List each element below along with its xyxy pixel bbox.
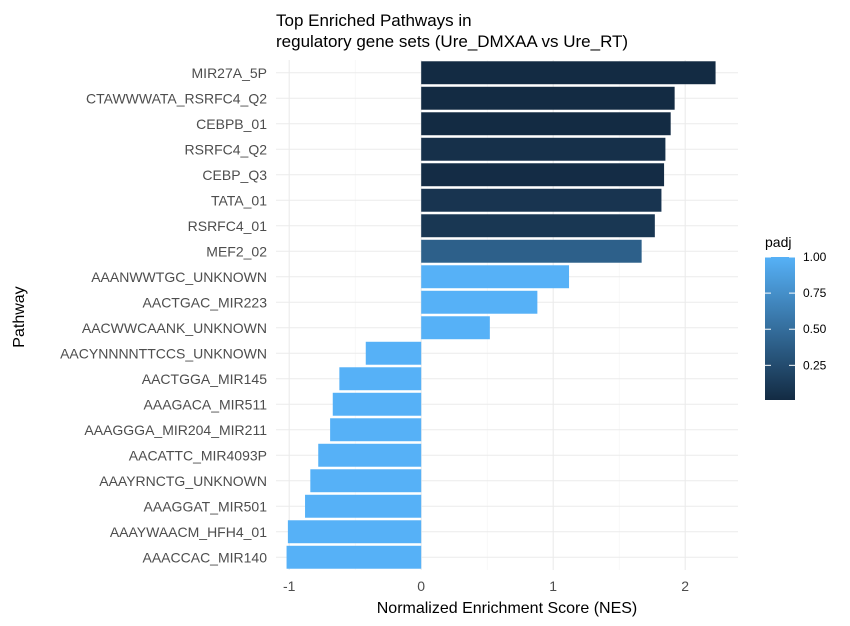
legend-tick-label: 0.75: [803, 286, 827, 300]
y-tick-label: RSRFC4_01: [188, 218, 268, 234]
y-tick-label: AACTGGA_MIR145: [142, 371, 267, 387]
bar: [421, 86, 675, 110]
bar: [365, 341, 422, 365]
y-tick-label: MIR27A_5P: [192, 65, 267, 81]
y-tick-label: AACYNNNNTTCCS_UNKNOWN: [60, 345, 267, 361]
bar: [305, 494, 422, 518]
gridlines: [276, 60, 738, 570]
y-tick-label: MEF2_02: [206, 243, 267, 259]
x-tick-label: 2: [681, 578, 689, 594]
y-tick-label: AAAGGGA_MIR204_MIR211: [84, 422, 267, 438]
y-tick-label: AAAGGAT_MIR501: [144, 498, 268, 514]
y-tick-label: AACTGAC_MIR223: [143, 294, 268, 310]
y-tick-label: AACATTC_MIR4093P: [129, 447, 267, 463]
legend-title: padj: [765, 234, 791, 250]
y-tick-label: AAAYRNCTG_UNKNOWN: [99, 473, 267, 489]
legend: padj 1.00 0.75 0.50 0.25: [765, 234, 827, 400]
y-tick-label: CTAWWWATA_RSRFC4_Q2: [86, 90, 267, 106]
y-tick-label: AAANWWTGC_UNKNOWN: [91, 269, 267, 285]
bar: [330, 418, 422, 442]
bar: [421, 137, 666, 161]
y-tick-label: CEBPB_01: [196, 116, 267, 132]
y-tick-label: AAAGACA_MIR511: [144, 396, 268, 412]
x-tick-label: 1: [549, 578, 557, 594]
bar: [421, 316, 490, 340]
legend-tick-label: 0.25: [803, 358, 827, 372]
y-tick-label: RSRFC4_Q2: [185, 141, 268, 157]
bar: [421, 239, 642, 263]
bar: [318, 443, 422, 467]
x-tick-labels: -1 0 1 2: [283, 578, 689, 594]
y-tick-labels: MIR27A_5P CTAWWWATA_RSRFC4_Q2 CEBPB_01 RSRF…: [60, 65, 267, 566]
bar: [310, 469, 422, 493]
bar: [421, 61, 716, 85]
bar: [421, 163, 665, 187]
bar: [421, 290, 538, 314]
x-tick-label: -1: [283, 578, 296, 594]
x-axis-title: Normalized Enrichment Score (NES): [377, 600, 638, 617]
bar: [339, 367, 422, 391]
x-tick-label: 0: [417, 578, 425, 594]
bars: [286, 61, 716, 569]
y-tick-label: CEBP_Q3: [202, 167, 267, 183]
chart-title: Top Enriched Pathways in regulatory gene…: [276, 11, 628, 51]
bar: [287, 520, 422, 544]
chart-title-line-1: Top Enriched Pathways in: [276, 11, 472, 30]
chart-title-line-2: regulatory gene sets (Ure_DMXAA vs Ure_R…: [276, 32, 628, 51]
y-tick-label: AAAYWAACM_HFH4_01: [110, 524, 267, 540]
y-tick-label: AACWWCAANK_UNKNOWN: [82, 320, 267, 336]
bar: [421, 214, 655, 238]
y-axis-title: Pathway: [11, 286, 28, 347]
legend-ticks: 1.00 0.75 0.50 0.25: [765, 250, 827, 372]
legend-tick-label: 0.50: [803, 322, 827, 336]
y-tick-label: TATA_01: [211, 192, 267, 208]
y-tick-label: AAACCAC_MIR140: [143, 549, 268, 565]
legend-colorbar: [765, 257, 795, 400]
bar: [421, 188, 662, 212]
legend-tick-label: 1.00: [803, 250, 827, 264]
bar: [286, 545, 422, 569]
bar: [421, 265, 570, 289]
bar: [421, 112, 671, 136]
bar: [332, 392, 422, 416]
